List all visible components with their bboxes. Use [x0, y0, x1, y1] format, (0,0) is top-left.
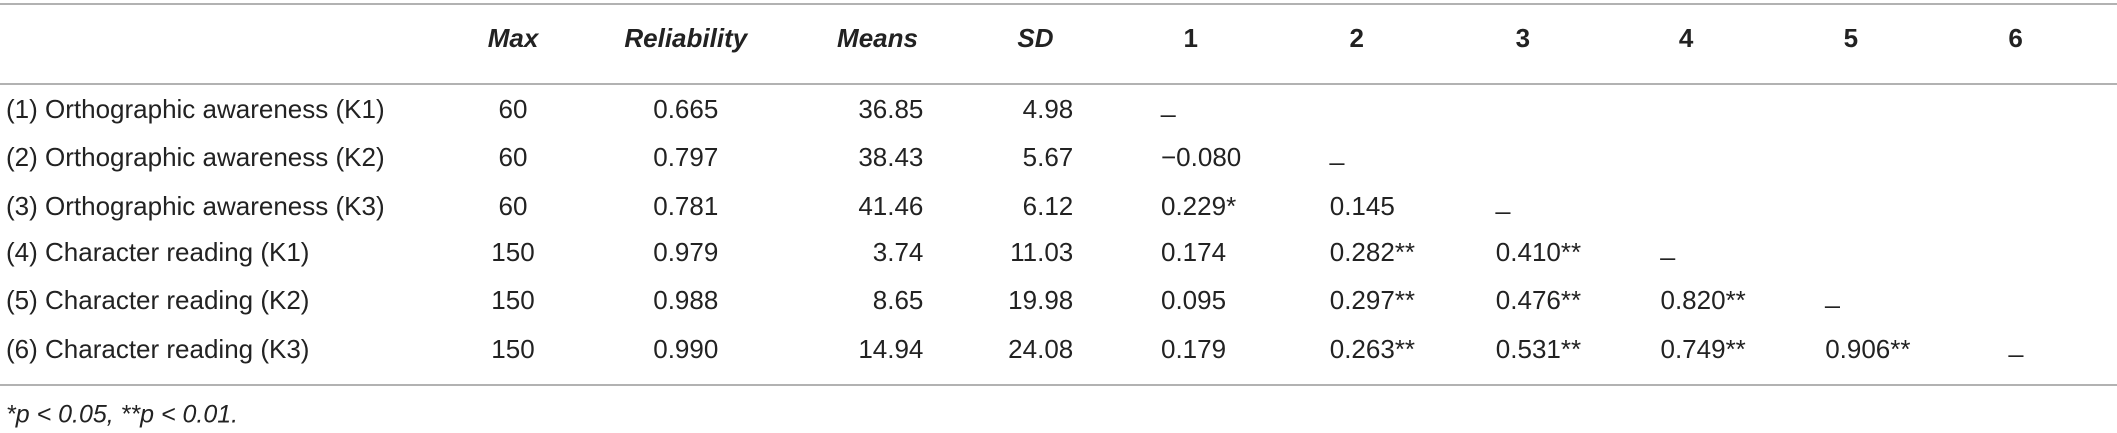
- cell: 60: [499, 191, 528, 221]
- column-header: 3: [1516, 23, 1530, 53]
- cell: 150: [491, 334, 534, 364]
- cell: 6.12: [1023, 191, 1074, 221]
- cell: 0.749**: [1661, 334, 1746, 364]
- cell: 0.095: [1161, 285, 1226, 315]
- column-header: 2: [1350, 23, 1364, 53]
- cell: 5.67: [1023, 142, 1074, 172]
- cell: _: [2008, 328, 2024, 358]
- cell: 0.282**: [1330, 237, 1415, 267]
- row-label: (1) Orthographic awareness (K1): [6, 94, 385, 124]
- cell: _: [1160, 88, 1176, 118]
- cell: 11.03: [1010, 237, 1073, 267]
- cell: 0.145: [1330, 191, 1395, 221]
- cell: 0.820**: [1661, 285, 1746, 315]
- row-label: (6) Character reading (K3): [6, 334, 309, 364]
- cell: 0.665: [653, 94, 718, 124]
- column-header: SD: [1017, 23, 1053, 53]
- cell: 19.98: [1008, 285, 1073, 315]
- cell: 0.990: [653, 334, 718, 364]
- cell: 0.979: [653, 237, 718, 267]
- cell: 4.98: [1023, 94, 1074, 124]
- cell: 0.906**: [1825, 334, 1910, 364]
- cell: 3.74: [873, 237, 924, 267]
- cell: 0.988: [653, 285, 718, 315]
- cell: 0.531**: [1496, 334, 1581, 364]
- column-header: 5: [1844, 23, 1858, 53]
- cell: _: [1495, 185, 1511, 215]
- cell: 0.179: [1161, 334, 1226, 364]
- cell: 60: [499, 94, 528, 124]
- row-label: (2) Orthographic awareness (K2): [6, 142, 385, 172]
- cell: 0.410**: [1496, 237, 1581, 267]
- cell: 0.174: [1161, 237, 1226, 267]
- cell: 0.263**: [1330, 334, 1415, 364]
- cell: _: [1824, 279, 1840, 309]
- cell: −0.080: [1161, 142, 1241, 172]
- cell: 36.85: [858, 94, 923, 124]
- cell: 41.46: [858, 191, 923, 221]
- column-header: Means: [837, 23, 918, 53]
- cell: 0.229*: [1161, 191, 1236, 221]
- column-header: 6: [2008, 23, 2022, 53]
- cell: 24.08: [1008, 334, 1073, 364]
- column-header: Reliability: [624, 23, 748, 53]
- cell: _: [1329, 136, 1345, 166]
- cell: 150: [491, 285, 534, 315]
- cell: 60: [499, 142, 528, 172]
- cell: _: [1660, 231, 1676, 261]
- cell: 0.797: [653, 142, 718, 172]
- cell: 8.65: [873, 285, 924, 315]
- column-header: 1: [1183, 23, 1197, 53]
- footnote: *p < 0.05, **p < 0.01.: [6, 401, 238, 429]
- cell: 150: [491, 237, 534, 267]
- row-label: (3) Orthographic awareness (K3): [6, 191, 385, 221]
- row-label: (5) Character reading (K2): [6, 285, 309, 315]
- cell: 14.94: [858, 334, 923, 364]
- cell: 0.781: [653, 191, 718, 221]
- cell: 0.297**: [1330, 285, 1415, 315]
- cell: 38.43: [858, 142, 923, 172]
- column-header: Max: [488, 23, 540, 53]
- row-label: (4) Character reading (K1): [6, 237, 309, 267]
- cell: 0.476**: [1496, 285, 1581, 315]
- column-header: 4: [1679, 23, 1694, 53]
